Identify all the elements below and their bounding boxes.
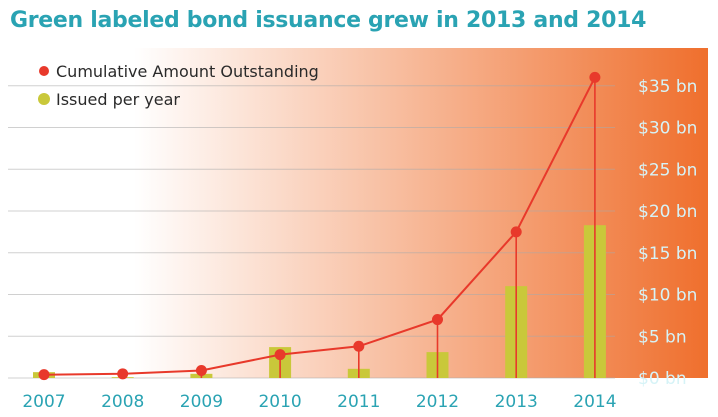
- point-2013: [510, 226, 522, 238]
- point-2009: [195, 364, 207, 376]
- x-tick-label: 2010: [258, 392, 301, 412]
- x-tick-label: 2012: [416, 392, 459, 412]
- y-tick-labels: $0 bn $5 bn $10 bn $15 bn $20 bn $25 bn $30 bn…: [638, 77, 697, 389]
- y-tick-label: $0 bn: [638, 369, 687, 389]
- y-tick-label: $20 bn: [638, 202, 697, 222]
- legend-cumulative-label: Cumulative Amount Outstanding: [56, 62, 319, 81]
- y-tick-label: $35 bn: [638, 77, 697, 97]
- legend-cumulative-marker: [39, 66, 49, 76]
- x-tick-label: 2011: [337, 392, 380, 412]
- cumulative-line: [43, 76, 596, 376]
- x-tick-label: 2009: [180, 392, 223, 412]
- x-tick-label: 2008: [101, 392, 144, 412]
- gridlines: [8, 85, 615, 379]
- x-tick-label: 2014: [573, 392, 616, 412]
- y-tick-label: $15 bn: [638, 244, 697, 264]
- point-2011: [353, 340, 365, 352]
- x-tick-labels: 2007 2008 2009 2010 2011 2012 2013 2014: [22, 392, 616, 412]
- legend-issued-label: Issued per year: [56, 90, 180, 109]
- y-tick-label: $25 bn: [638, 160, 697, 180]
- legend: Cumulative Amount Outstanding Issued per…: [38, 62, 319, 109]
- y-tick-label: $10 bn: [638, 286, 697, 306]
- x-tick-label: 2013: [495, 392, 538, 412]
- cumulative-points: [38, 71, 601, 381]
- chart-title: Green labeled bond issuance grew in 2013…: [10, 8, 647, 33]
- y-tick-label: $5 bn: [638, 327, 687, 347]
- x-tick-label: 2007: [22, 392, 65, 412]
- point-2014: [589, 71, 601, 83]
- y-tick-label: $30 bn: [638, 119, 697, 139]
- point-2007: [38, 369, 50, 381]
- legend-issued-marker: [38, 93, 50, 105]
- point-2008: [117, 368, 129, 380]
- point-2012: [432, 314, 443, 326]
- point-2010: [274, 349, 286, 361]
